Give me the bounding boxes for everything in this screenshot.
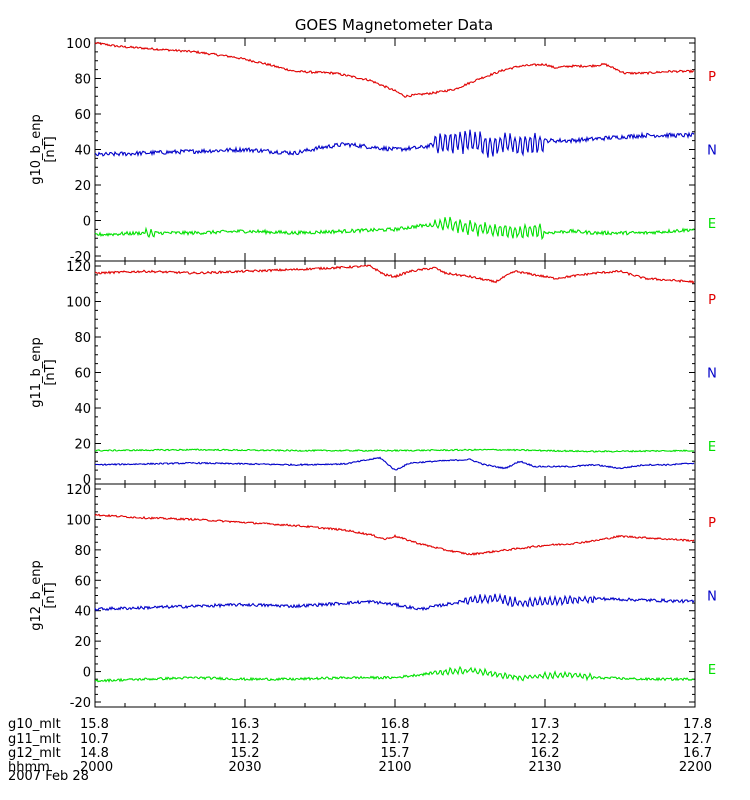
y-tick-label: 20 [74,438,91,453]
panel-1: 100 80 60 40 20 0 -20 g10_b_enp [nT] P N E [29,37,717,265]
y-tick-label: 120 [66,483,91,498]
y-tick-label: 40 [74,605,91,620]
series-line-P [94,264,695,284]
x-tick-label: 11.7 [381,732,410,747]
date-label: 2007 Feb 28 [8,769,89,784]
y-tick-label: 80 [74,73,91,88]
y-tick-label: 60 [74,108,91,123]
series-label-P: P [708,70,716,85]
x-tick-label: 15.2 [231,746,260,761]
series-line-N [94,592,695,612]
y-axis-unit: [nT] [43,582,58,608]
x-tick-label: 2130 [528,760,561,775]
y-tick-label: 20 [74,635,91,650]
series-line-P [94,513,695,556]
y-tick-label: 60 [74,367,91,382]
series-line-E [94,665,695,683]
x-tick-label: 16.2 [531,746,560,761]
y-tick-label: 80 [74,331,91,346]
y-tick-label: 60 [74,574,91,589]
x-row-label: hhmm [8,760,50,775]
series-label-N: N [707,367,717,382]
series-line-P [94,41,695,98]
x-tick-label: 16.8 [381,717,410,732]
x-tick-label: 11.2 [231,732,260,747]
y-axis-label: g11_b_enp [29,337,44,408]
y-tick-label: 100 [66,513,91,528]
x-row-label: g10_mlt [8,717,61,732]
series-label-E: E [708,663,716,678]
x-tick-label: 15.7 [381,746,410,761]
y-tick-label: 0 [83,666,91,681]
x-row-label: g12_mlt [8,746,61,761]
series-line-E [95,448,695,453]
y-tick-label: 40 [74,144,91,159]
y-tick-label: 100 [66,37,91,52]
y-tick-label: 120 [66,260,91,275]
series-label-E: E [708,440,716,455]
panel-2: 120 100 80 60 40 20 0 g11_b_enp [nT] P N E [29,260,717,488]
x-tick-label: 14.8 [80,746,109,761]
x-tick-label: 15.8 [80,717,109,732]
series-label-P: P [708,516,716,531]
x-tick-label: 16.3 [231,717,260,732]
y-tick-label: 20 [74,179,91,194]
chart-title: GOES Magnetometer Data [295,16,493,34]
y-tick-label: -20 [70,250,91,265]
x-tick-label: 10.7 [80,732,109,747]
panel-frame [94,483,696,708]
x-tick-label: 17.3 [531,717,560,732]
panel-3: 120 100 80 60 40 20 0 -20 g12_b_enp [nT] P N E [29,483,717,711]
series-label-P: P [708,293,716,308]
x-tick-label: 2000 [80,760,113,775]
series-line-E [94,216,695,241]
y-tick-label: 40 [74,402,91,417]
series-label-E: E [708,217,716,232]
y-axis-unit: [nT] [43,359,58,385]
x-tick-label: 12.2 [531,732,560,747]
x-tick-label: 17.8 [683,717,712,732]
y-tick-label: 0 [83,473,91,488]
x-tick-label: 16.7 [683,746,712,761]
y-axis-label: g10_b_enp [29,114,44,185]
series-label-N: N [707,590,717,605]
y-axis-unit: [nT] [43,136,58,162]
y-tick-label: 100 [66,296,91,311]
x-tick-label: 12.7 [683,732,712,747]
x-tick-label: 2200 [679,760,712,775]
series-line-N [94,129,695,158]
series-line-N [94,456,695,471]
y-tick-label: 80 [74,544,91,559]
x-row-label: g11_mlt [8,732,61,747]
y-axis-label: g12_b_enp [29,560,44,631]
y-tick-label: 0 [83,215,91,230]
x-tick-label: 2100 [378,760,411,775]
y-tick-label: -20 [70,696,91,711]
series-label-N: N [707,144,717,159]
x-axis-labels: g10_mlt 15.8 16.3 16.8 17.3 17.8 g11_mlt 10.7 11… [8,717,712,775]
x-tick-label: 2030 [228,760,261,775]
